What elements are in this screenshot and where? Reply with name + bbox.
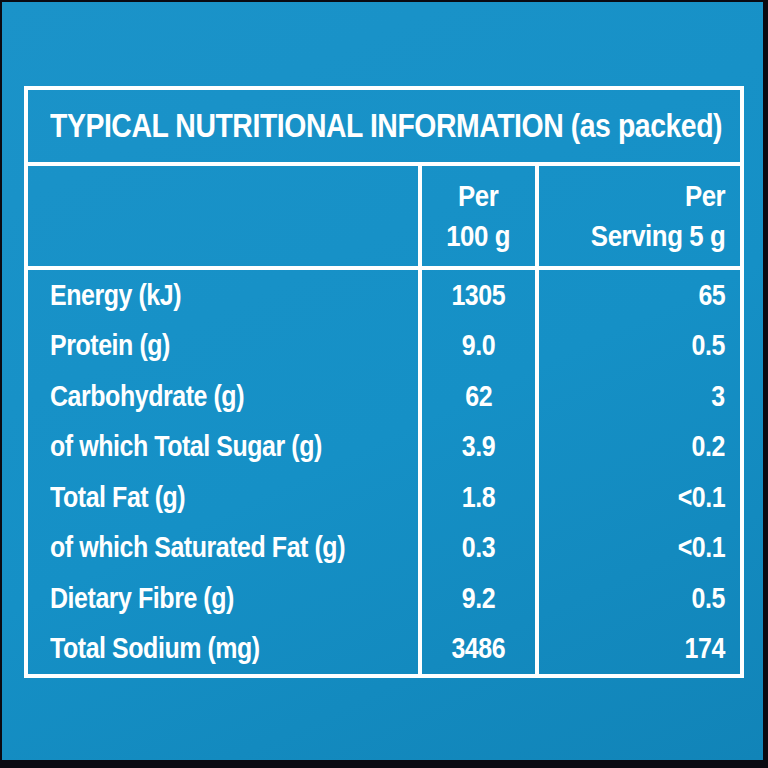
- per-100g-value: 9.0: [462, 329, 495, 362]
- nutrient-name-cell: of which Saturated Fat (g): [28, 523, 418, 574]
- per-serving-cell: <0.1: [535, 472, 740, 523]
- per-serving-cell: 0.5: [535, 573, 740, 624]
- nutrient-name: of which Total Sugar (g): [50, 430, 322, 463]
- header-per-serving-line2: Serving 5 g: [591, 219, 725, 252]
- per-serving-value: 0.5: [692, 582, 725, 615]
- nutrient-name-cell: Protein (g): [28, 321, 418, 372]
- nutrient-name: Energy (kJ): [50, 279, 181, 312]
- per-100g-cell: 3.9: [418, 422, 535, 473]
- nutrient-name: Carbohydrate (g): [50, 380, 244, 413]
- nutrient-name: Dietary Fibre (g): [50, 582, 234, 615]
- per-serving-cell: 65: [535, 270, 740, 321]
- table-row-total-sugar: of which Total Sugar (g) 3.9 0.2: [28, 422, 740, 473]
- per-100g-cell: 0.3: [418, 523, 535, 574]
- per-100g-value: 0.3: [462, 531, 495, 564]
- nutrient-name-cell: Total Fat (g): [28, 472, 418, 523]
- header-per-serving-label: Per Serving 5 g: [591, 176, 725, 256]
- table-row-saturated-fat: of which Saturated Fat (g) 0.3 <0.1: [28, 523, 740, 574]
- nutrient-name-cell: Carbohydrate (g): [28, 371, 418, 422]
- nutrient-name: of which Saturated Fat (g): [50, 531, 345, 564]
- nutrition-table: TYPICAL NUTRITIONAL INFORMATION (as pack…: [24, 86, 744, 678]
- table-header-row: Per 100 g Per Serving 5 g: [28, 166, 740, 270]
- per-100g-cell: 1.8: [418, 472, 535, 523]
- per-100g-cell: 62: [418, 371, 535, 422]
- header-per-100g-line1: Per: [458, 179, 498, 212]
- per-serving-value: <0.1: [677, 531, 725, 564]
- per-100g-value: 1305: [452, 279, 506, 312]
- nutrient-name-cell: of which Total Sugar (g): [28, 422, 418, 473]
- table-row-carbohydrate: Carbohydrate (g) 62 3: [28, 371, 740, 422]
- table-body: Energy (kJ) 1305 65 Protein (g) 9.0 0.5 …: [28, 270, 740, 674]
- per-100g-cell: 3486: [418, 624, 535, 675]
- nutrient-name-cell: Dietary Fibre (g): [28, 573, 418, 624]
- per-serving-cell: <0.1: [535, 523, 740, 574]
- per-100g-cell: 9.2: [418, 573, 535, 624]
- per-100g-value: 1.8: [462, 481, 495, 514]
- nutrient-name-cell: Energy (kJ): [28, 270, 418, 321]
- table-row-energy: Energy (kJ) 1305 65: [28, 270, 740, 321]
- per-serving-value: <0.1: [677, 481, 725, 514]
- per-serving-value: 65: [698, 279, 725, 312]
- header-nutrient-column: [28, 166, 418, 266]
- table-row-total-sodium: Total Sodium (mg) 3486 174: [28, 624, 740, 675]
- per-100g-cell: 9.0: [418, 321, 535, 372]
- per-serving-value: 0.5: [692, 329, 725, 362]
- table-title-row: TYPICAL NUTRITIONAL INFORMATION (as pack…: [28, 90, 740, 166]
- table-row-dietary-fibre: Dietary Fibre (g) 9.2 0.5: [28, 573, 740, 624]
- per-100g-value: 9.2: [462, 582, 495, 615]
- table-title: TYPICAL NUTRITIONAL INFORMATION (as pack…: [50, 107, 722, 145]
- per-100g-value: 3486: [452, 632, 506, 665]
- per-serving-cell: 3: [535, 371, 740, 422]
- header-per-100g-label: Per 100 g: [447, 176, 511, 256]
- per-serving-cell: 0.5: [535, 321, 740, 372]
- per-100g-cell: 1305: [418, 270, 535, 321]
- header-per-serving-column: Per Serving 5 g: [535, 166, 740, 266]
- header-per-100g-line2: 100 g: [447, 219, 511, 252]
- nutrient-name-cell: Total Sodium (mg): [28, 624, 418, 675]
- per-serving-value: 3: [712, 380, 725, 413]
- per-100g-value: 3.9: [462, 430, 495, 463]
- package-photo: TYPICAL NUTRITIONAL INFORMATION (as pack…: [0, 0, 768, 768]
- header-per-100g-column: Per 100 g: [418, 166, 535, 266]
- per-serving-cell: 174: [535, 624, 740, 675]
- nutrient-name: Total Sodium (mg): [50, 632, 260, 665]
- per-100g-value: 62: [465, 380, 492, 413]
- nutrient-name: Total Fat (g): [50, 481, 185, 514]
- label-background: TYPICAL NUTRITIONAL INFORMATION (as pack…: [2, 2, 763, 760]
- per-serving-value: 174: [685, 632, 725, 665]
- table-row-protein: Protein (g) 9.0 0.5: [28, 321, 740, 372]
- table-row-total-fat: Total Fat (g) 1.8 <0.1: [28, 472, 740, 523]
- per-serving-cell: 0.2: [535, 422, 740, 473]
- nutrient-name: Protein (g): [50, 329, 170, 362]
- per-serving-value: 0.2: [692, 430, 725, 463]
- header-per-serving-line1: Per: [685, 179, 725, 212]
